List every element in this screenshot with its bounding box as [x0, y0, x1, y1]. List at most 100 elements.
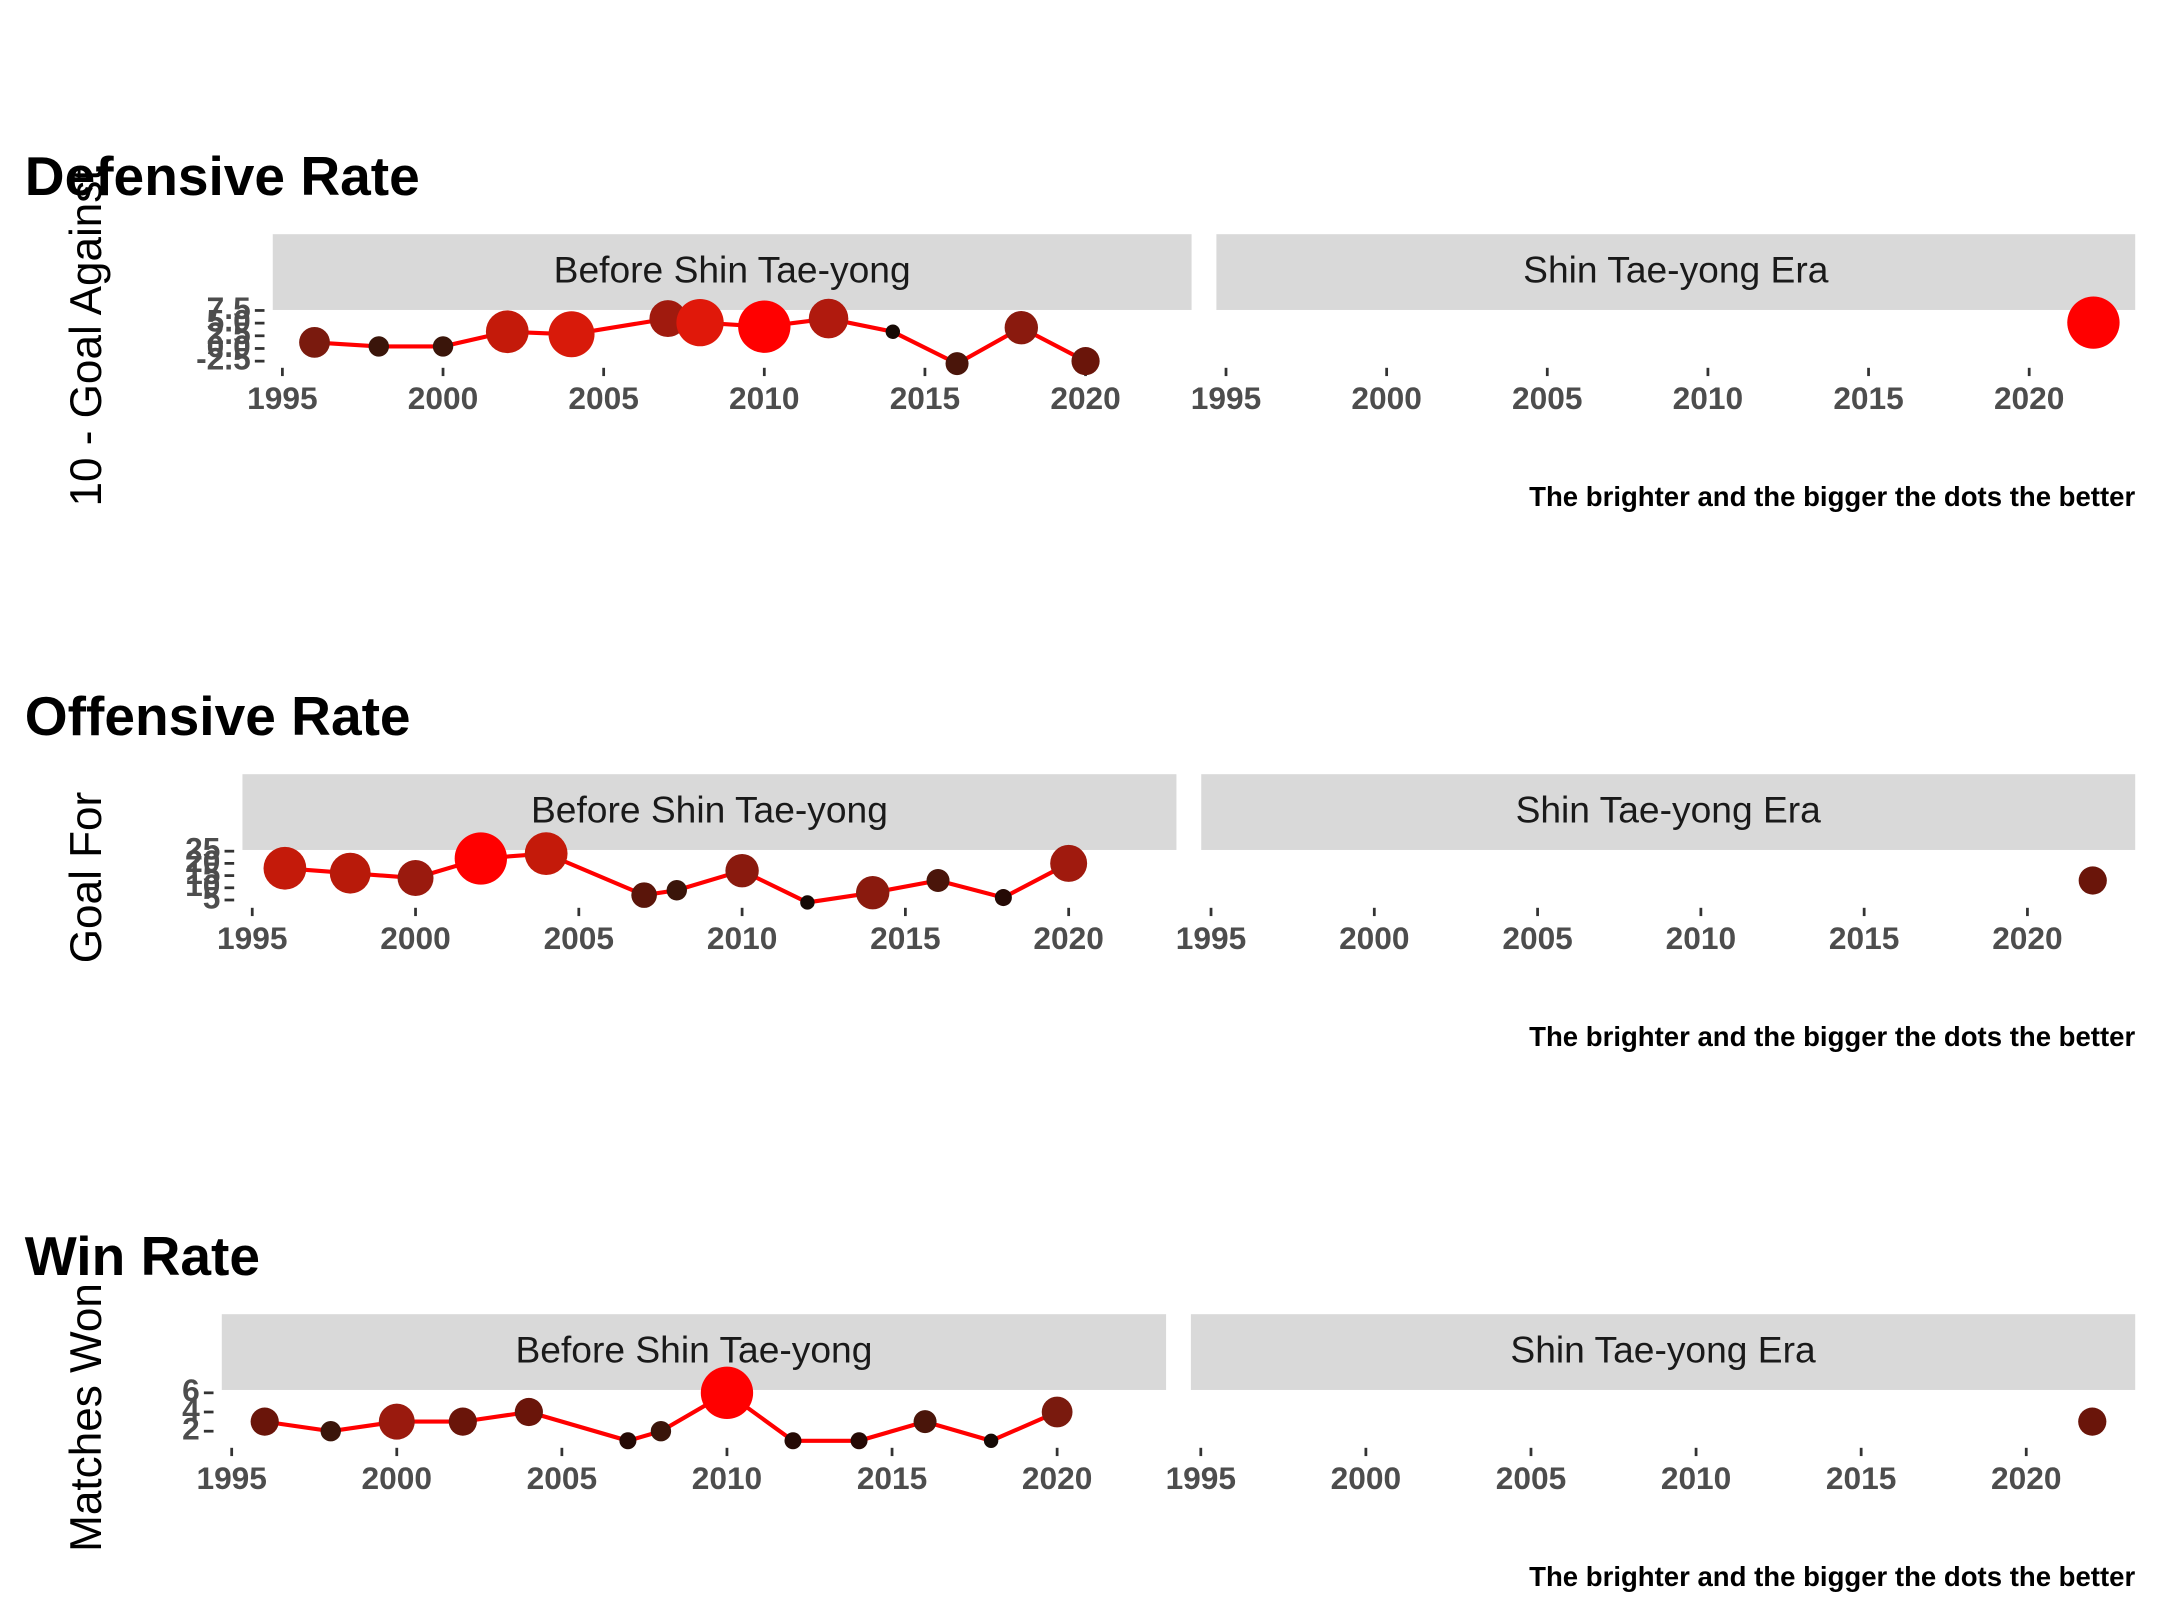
dot [368, 336, 389, 357]
y-tick-label: 20 [185, 843, 220, 879]
facet-strip [221, 1314, 1167, 1390]
dot [548, 311, 595, 358]
x-tick-label: 2010 [692, 1460, 762, 1496]
y-tick-label: 10 [185, 867, 220, 903]
dot [738, 300, 791, 353]
dot [885, 324, 901, 339]
dot [784, 1432, 802, 1450]
dot [2078, 1407, 2107, 1436]
y-tick-label: 0.0 [207, 328, 251, 364]
dot [378, 1403, 415, 1440]
y-tick-label: 2.5 [207, 315, 251, 351]
dot [250, 1407, 279, 1436]
x-tick-label: 2020 [1050, 380, 1120, 416]
dot [983, 1433, 999, 1449]
x-tick-label: 2015 [1826, 1460, 1896, 1496]
facet-label: Shin Tae-yong Era [1523, 249, 1829, 291]
dot [1004, 310, 1039, 345]
x-tick-label: 1995 [1166, 1460, 1236, 1496]
x-tick-label: 2005 [527, 1460, 597, 1496]
facet-label: Shin Tae-yong Era [1510, 1329, 1816, 1371]
facet-strip [272, 234, 1192, 310]
y-tick-label: 2 [182, 1411, 200, 1447]
dot [619, 1432, 637, 1450]
dot [808, 298, 849, 339]
x-tick-label: 2010 [729, 380, 799, 416]
facet-label: Shin Tae-yong Era [1516, 789, 1822, 831]
x-tick-label: 2015 [1833, 380, 1903, 416]
x-tick-label: 1995 [1191, 380, 1261, 416]
y-tick-label: 5 [203, 879, 221, 915]
x-tick-label: 2000 [408, 380, 478, 416]
x-tick-label: 2005 [568, 380, 638, 416]
dot [397, 860, 434, 897]
dot [329, 852, 371, 894]
dot [1071, 347, 1100, 376]
y-axis-title: Goal For [62, 792, 111, 963]
dot [514, 1397, 543, 1427]
x-tick-label: 2015 [870, 920, 940, 956]
x-tick-label: 2000 [1339, 920, 1409, 956]
facet-strip [242, 774, 1177, 850]
x-tick-label: 2020 [1994, 380, 2064, 416]
dot [448, 1407, 477, 1436]
x-tick-label: 1995 [1176, 920, 1246, 956]
dot [263, 846, 307, 890]
x-tick-label: 2015 [890, 380, 960, 416]
dot [725, 854, 759, 888]
y-tick-label: 25 [185, 831, 220, 867]
x-tick-label: 2010 [1661, 1460, 1731, 1496]
x-tick-label: 2005 [1512, 380, 1582, 416]
dot [299, 326, 330, 358]
facet-label: Before Shin Tae-yong [531, 789, 888, 831]
dot [676, 298, 724, 347]
dot [850, 1432, 868, 1450]
x-tick-label: 2000 [380, 920, 450, 956]
dot [666, 880, 687, 901]
dot [650, 1420, 672, 1442]
x-tick-label: 2015 [1829, 920, 1899, 956]
y-tick-label: -2.5 [196, 341, 251, 377]
dot [631, 882, 657, 908]
x-tick-label: 1995 [196, 1460, 266, 1496]
dot [432, 336, 454, 357]
x-tick-label: 2005 [1502, 920, 1572, 956]
dot [1041, 1396, 1073, 1428]
x-tick-label: 2020 [1992, 920, 2062, 956]
dot [2078, 866, 2107, 895]
y-axis-title: 10 - Goal Against [62, 168, 111, 506]
y-tick-label: 5.0 [207, 303, 251, 339]
caption: The brighter and the bigger the dots the… [1529, 1021, 2135, 1052]
x-tick-label: 2015 [857, 1460, 927, 1496]
x-tick-label: 2010 [1673, 380, 1743, 416]
y-axis-title: Matches Won [62, 1283, 111, 1552]
facet-strip [1216, 234, 2136, 310]
x-tick-label: 2005 [544, 920, 614, 956]
chart-title: Win Rate [25, 1225, 260, 1287]
dot [524, 832, 568, 876]
x-tick-label: 2020 [1991, 1460, 2061, 1496]
x-tick-label: 2000 [1351, 380, 1421, 416]
facet-strip [1201, 774, 2136, 850]
dot [913, 1410, 937, 1434]
dot [320, 1420, 341, 1442]
dot [485, 310, 529, 354]
x-tick-label: 1995 [247, 380, 317, 416]
x-tick-label: 2005 [1496, 1460, 1566, 1496]
dot [454, 832, 508, 885]
chart-title: Defensive Rate [25, 145, 420, 207]
caption: The brighter and the bigger the dots the… [1529, 1561, 2135, 1592]
dot [926, 868, 950, 892]
dot [856, 875, 890, 910]
x-tick-label: 2020 [1022, 1460, 1092, 1496]
x-tick-label: 2000 [362, 1460, 432, 1496]
y-tick-label: 4 [182, 1391, 200, 1427]
dot [994, 889, 1012, 907]
dot [700, 1366, 754, 1420]
x-tick-label: 2010 [707, 920, 777, 956]
dot [945, 352, 969, 376]
facet-strip [1190, 1314, 2136, 1390]
x-tick-label: 2000 [1331, 1460, 1401, 1496]
x-tick-label: 2020 [1033, 920, 1103, 956]
